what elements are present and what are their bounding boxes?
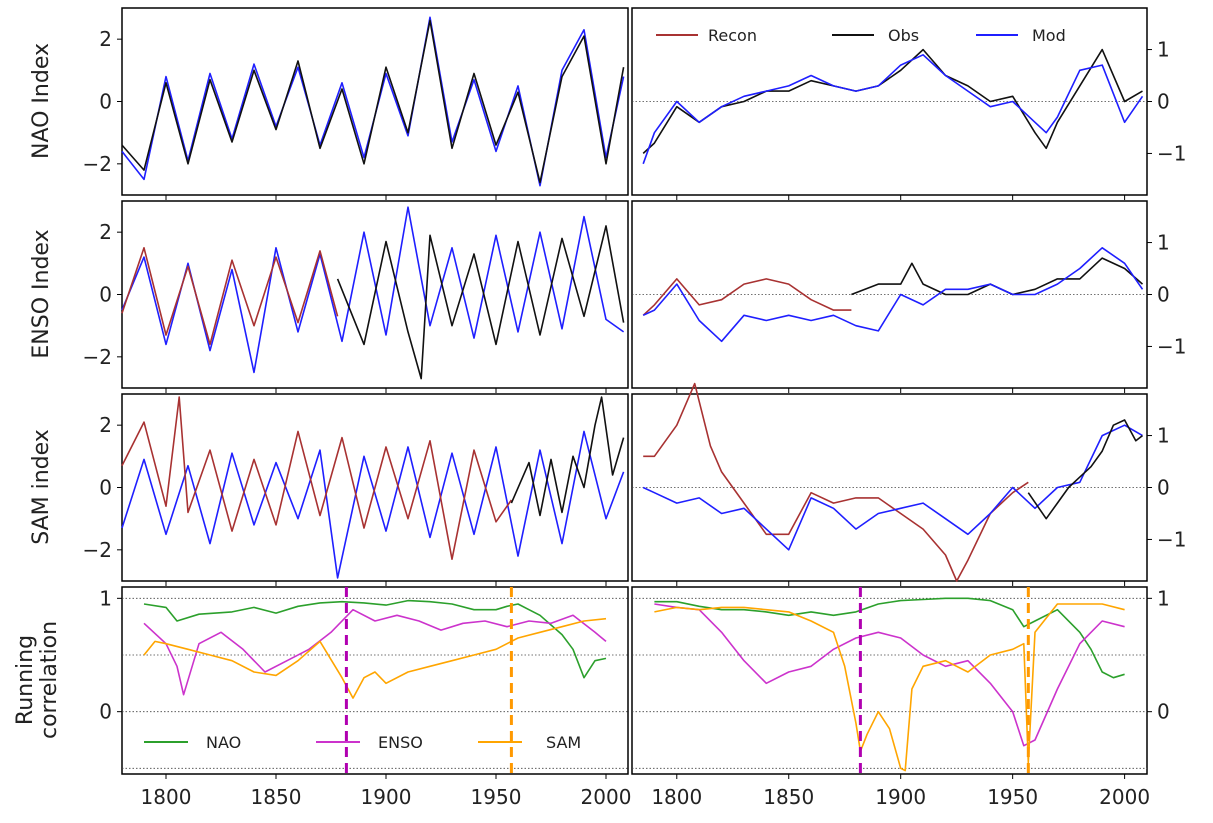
series-line-enso [143, 608, 607, 696]
x-tick-label: 1850 [251, 785, 302, 809]
series-line-mod [642, 247, 1144, 343]
series-line-mod [642, 53, 1144, 165]
ylabel-line-1: Running [13, 635, 38, 725]
panel-frame [121, 586, 629, 775]
legend-label-nao: NAO [206, 733, 241, 752]
series-line-recon [642, 278, 852, 316]
legend-label-obs: Obs [888, 26, 919, 45]
panel-corr-left: 10 [99, 586, 629, 779]
series-line-obs [336, 225, 625, 380]
series-line-mod [121, 206, 625, 374]
legend-corr: NAO ENSO SAM [144, 733, 581, 752]
series-line-recon [121, 396, 513, 561]
y-tick-label: 0 [99, 90, 112, 114]
series-line-obs [851, 257, 1144, 296]
x-tick-label: 1950 [471, 785, 522, 809]
y-tick-label: −2 [83, 538, 112, 562]
y-tick-label: 2 [99, 27, 112, 51]
y-tick-label: 0 [1157, 283, 1170, 307]
panel-frame [631, 586, 1148, 775]
series-line-nao [143, 599, 607, 679]
plot-area: 10 [632, 586, 1170, 779]
y-tick-label: 1 [1157, 586, 1170, 610]
series-line-recon [643, 382, 1029, 582]
legend-top: Recon Obs Mod [656, 26, 1066, 45]
x-tick-label: 1800 [651, 785, 702, 809]
y-tick-label: 2 [99, 413, 112, 437]
plot-area: 1 0 −1 [632, 231, 1186, 393]
x-tick-label: 1900 [361, 785, 412, 809]
ylabel-line-2: correlation [37, 621, 62, 739]
y-tick-label: −1 [1157, 527, 1186, 551]
x-axis: 1800 1850 1900 1950 2000 1800 1850 1900 1950 2000 [141, 785, 1151, 809]
y-tick-label: 1 [1157, 38, 1170, 62]
panel-enso-smoothed: 1 0 −1 [631, 200, 1186, 393]
x-tick-label: 2000 [581, 785, 632, 809]
series-line-obs [1027, 419, 1143, 520]
plot-area: 2 0 −2 [83, 16, 625, 200]
y-tick-label: −1 [1157, 334, 1186, 358]
plot-area: 1 0 −1 [632, 382, 1186, 586]
plot-area: 10 [99, 586, 628, 779]
legend-label-enso: ENSO [378, 733, 423, 752]
x-tick-label: 1900 [875, 785, 926, 809]
legend-label-recon: Recon [708, 26, 757, 45]
y-tick-label: −1 [1157, 141, 1186, 165]
y-tick-label: 0 [99, 283, 112, 307]
x-tick-label: 1950 [987, 785, 1038, 809]
y-tick-label: −2 [83, 152, 112, 176]
series-line-sam [654, 603, 1125, 772]
plot-area: 2 0 −2 [83, 396, 625, 586]
panel-sam-annual: 2 0 −2 [83, 393, 629, 586]
ylabel-nao: NAO Index [29, 43, 54, 159]
plot-area: 2 0 −2 [83, 206, 625, 393]
series-line-nao [654, 597, 1125, 679]
y-tick-label: 1 [1157, 424, 1170, 448]
panel-nao-smoothed: 1 0 −1 [631, 7, 1186, 200]
y-tick-label: 0 [1157, 476, 1170, 500]
panel-frame [121, 7, 629, 196]
y-tick-label: 0 [1157, 90, 1170, 114]
series-line-obs [510, 396, 625, 517]
x-tick-label: 1850 [763, 785, 814, 809]
series-line-sam [143, 617, 607, 699]
series-line-mod [642, 424, 1143, 551]
panel-enso-annual: 2 0 −2 [83, 200, 629, 393]
series-line-obs [642, 48, 1143, 154]
x-tick-label: 2000 [1099, 785, 1150, 809]
y-tick-label: −2 [83, 345, 112, 369]
series-line-recon [121, 247, 339, 346]
plot-area: 1 0 −1 [632, 38, 1186, 200]
legend-label-mod: Mod [1032, 26, 1066, 45]
ylabel-sam: SAM index [29, 429, 54, 545]
y-tick-label: 0 [99, 476, 112, 500]
panel-nao-annual: 2 0 −2 [83, 7, 629, 200]
y-tick-label: 1 [99, 586, 112, 610]
y-tick-label: 1 [1157, 231, 1170, 255]
series-line-obs [121, 19, 625, 184]
series-line-mod [121, 430, 625, 579]
legend-label-sam: SAM [546, 733, 581, 752]
panel-sam-smoothed: 1 0 −1 [631, 382, 1186, 586]
panel-corr-right: 10 [631, 586, 1170, 779]
series-line-mod [121, 16, 625, 187]
ylabel-running-correlation: Running correlation [13, 621, 62, 739]
series-line-enso [654, 603, 1125, 747]
y-tick-label: 0 [99, 700, 112, 724]
x-tick-label: 1800 [141, 785, 192, 809]
y-tick-label: 2 [99, 220, 112, 244]
ylabel-enso: ENSO Index [29, 229, 54, 358]
y-tick-label: 0 [1157, 700, 1170, 724]
